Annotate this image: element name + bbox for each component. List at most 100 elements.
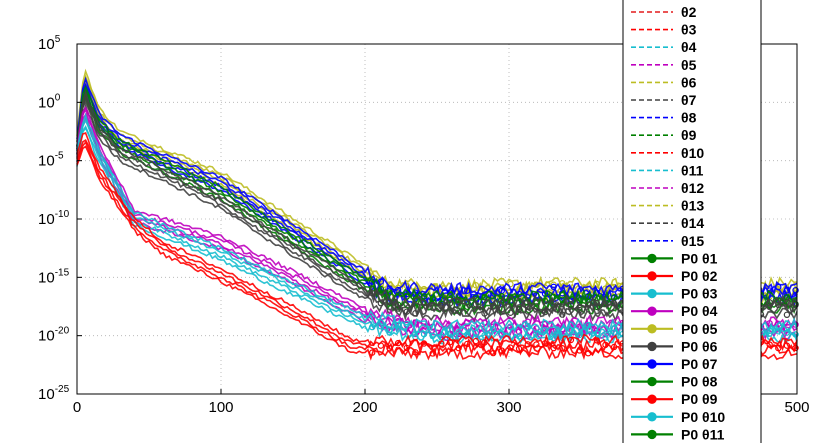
legend-item: θ2 <box>631 4 697 20</box>
legend-label: θ7 <box>681 92 697 108</box>
series-marker <box>783 311 791 319</box>
series-marker <box>438 333 445 340</box>
series-marker <box>766 341 773 348</box>
legend-item: P0 θ6 <box>631 338 718 354</box>
series-marker <box>585 321 592 329</box>
legend-item: θ14 <box>631 215 704 231</box>
series-marker <box>567 326 575 334</box>
legend-marker <box>647 306 657 316</box>
series-marker <box>585 350 592 357</box>
series-marker <box>464 287 471 294</box>
series-marker <box>489 325 497 333</box>
legend-label: θ2 <box>681 4 697 20</box>
legend-label: P0 θ7 <box>681 356 718 372</box>
y-tick-base: 10 <box>38 94 55 111</box>
series-marker <box>550 344 557 352</box>
y-tick-label: 100 <box>38 92 61 111</box>
legend-item: θ10 <box>631 145 704 161</box>
series-marker <box>429 295 436 303</box>
legend-label: P0 θ9 <box>681 391 718 407</box>
series-marker <box>524 322 531 330</box>
series-marker <box>766 287 773 294</box>
series-marker <box>412 349 419 356</box>
legend-item: P0 θ4 <box>631 303 718 319</box>
series-marker <box>610 294 618 301</box>
legend-label: P0 θ4 <box>681 303 718 319</box>
series-marker <box>602 300 609 308</box>
y-tick-label: 10-10 <box>38 209 70 228</box>
legend-item: θ15 <box>631 233 704 249</box>
y-tick-label: 10-25 <box>38 384 70 403</box>
legend-marker <box>647 288 657 299</box>
series-marker <box>386 345 393 352</box>
series-marker <box>386 326 393 333</box>
legend-label: θ10 <box>681 145 704 161</box>
y-tick-label: 10-5 <box>38 151 64 170</box>
y-tick-exponent: 0 <box>55 92 61 103</box>
y-tick-exponent: -25 <box>55 384 70 395</box>
series-marker <box>420 299 428 306</box>
series-marker <box>498 347 505 354</box>
legend-marker <box>647 429 657 440</box>
y-tick-exponent: -15 <box>55 267 70 278</box>
series-marker <box>507 323 514 331</box>
series-marker <box>783 329 791 336</box>
legend-box <box>622 0 762 443</box>
series-marker <box>559 292 566 299</box>
series-marker <box>377 323 385 330</box>
y-tick-base: 10 <box>38 269 55 286</box>
y-tick-base: 10 <box>38 386 55 403</box>
legend-label: θ14 <box>681 215 704 231</box>
series-marker <box>472 281 480 289</box>
legend-item: θ3 <box>631 22 697 38</box>
legend-item: P0 θ3 <box>631 286 718 302</box>
series-marker <box>472 301 480 308</box>
legend-marker <box>647 341 657 352</box>
series-marker <box>567 336 575 344</box>
series-marker <box>403 293 410 300</box>
series-marker <box>775 301 782 309</box>
series-marker <box>783 342 791 349</box>
series-marker <box>481 339 488 346</box>
legend-label: P0 θ1 <box>681 250 718 266</box>
series-marker <box>481 332 488 339</box>
legend-item: θ13 <box>631 198 704 214</box>
legend-label: P0 θ6 <box>681 338 718 354</box>
series-marker <box>766 299 773 306</box>
legend-label: P0 θ5 <box>681 321 718 337</box>
series-marker <box>550 299 557 306</box>
series-marker <box>610 300 618 307</box>
series-marker <box>602 341 609 348</box>
legend-label: θ9 <box>681 127 697 143</box>
y-tick-exponent: -10 <box>55 209 70 220</box>
x-tick-label: 0 <box>73 399 81 416</box>
legend-item: P0 θ8 <box>631 374 718 390</box>
y-tick-base: 10 <box>38 36 55 53</box>
series-marker <box>524 341 531 348</box>
series-marker <box>515 333 523 340</box>
legend-label: θ5 <box>681 57 697 73</box>
series-marker <box>377 285 385 293</box>
legend-label: P0 θ2 <box>681 268 718 284</box>
series-marker <box>792 331 799 338</box>
series-marker <box>559 311 566 318</box>
series-marker <box>775 328 782 335</box>
series-marker <box>766 320 773 327</box>
series-marker <box>455 298 462 305</box>
legend-item: P0 θ10 <box>631 409 725 425</box>
series-marker <box>507 309 514 316</box>
legend-marker <box>647 376 657 387</box>
series-marker <box>559 344 566 352</box>
series-marker <box>429 332 436 340</box>
y-tick-base: 10 <box>38 328 55 345</box>
series-marker <box>593 330 601 337</box>
legend-label: θ11 <box>681 162 704 178</box>
legend-label: θ3 <box>681 22 697 38</box>
series-marker <box>515 306 523 313</box>
legend-label: θ8 <box>681 110 697 126</box>
series-marker <box>541 340 549 347</box>
series-marker <box>593 327 601 334</box>
legend-item: θ7 <box>631 92 697 108</box>
